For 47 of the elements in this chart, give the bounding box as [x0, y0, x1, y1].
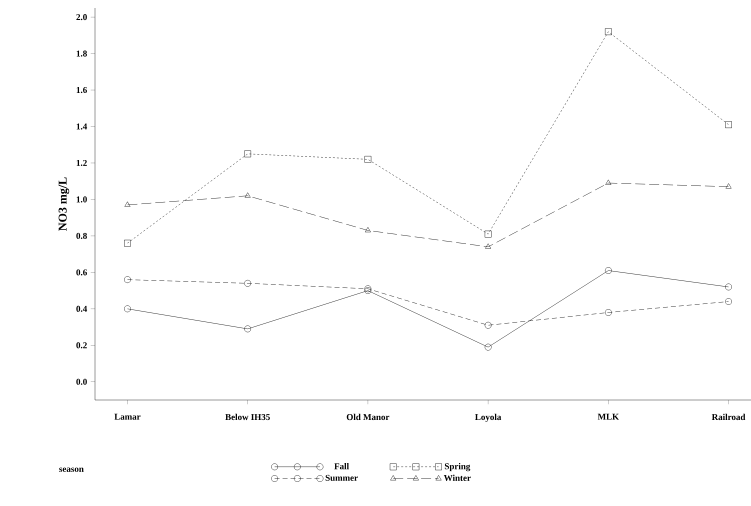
- point: [364, 285, 372, 292]
- x-tick-label: MLK: [598, 414, 619, 420]
- y-tick-label: 1.0: [76, 196, 87, 202]
- point: [244, 326, 252, 332]
- y-tick-label: 1.8: [76, 50, 87, 57]
- x-tick-label: Loyola: [475, 414, 502, 422]
- y-tick-label: 0.8: [76, 232, 87, 239]
- legend-title: season: [59, 468, 84, 472]
- y-tick-label: 0.0: [76, 378, 87, 385]
- x-tick-label: Below IH35: [225, 414, 270, 420]
- legend-label: Summer: [326, 474, 358, 481]
- point: [725, 298, 732, 305]
- point: [244, 192, 251, 198]
- point: [484, 230, 492, 238]
- x-tick-label: Lamar: [114, 414, 140, 420]
- point: [124, 276, 131, 284]
- point: [725, 121, 732, 128]
- y-tick-label: 0.6: [76, 269, 87, 276]
- point: [124, 240, 131, 247]
- point: [725, 284, 732, 290]
- legend-label: Fall: [334, 462, 349, 470]
- legend-label: Spring: [444, 462, 470, 472]
- point: [605, 180, 612, 185]
- y-tick-label: 0.4: [76, 306, 88, 312]
- x-tick-label: Railroad: [712, 414, 746, 420]
- point: [364, 287, 372, 294]
- legend-label: Winter: [444, 474, 471, 482]
- point: [244, 280, 252, 287]
- point: [604, 28, 612, 36]
- point: [124, 202, 130, 207]
- point: [484, 322, 492, 329]
- point: [364, 156, 372, 163]
- point: [604, 267, 612, 274]
- point: [364, 227, 371, 232]
- point: [604, 309, 612, 316]
- x-tick-label: Old Manor: [346, 414, 390, 420]
- y-tick-label: 1.6: [76, 87, 87, 94]
- y-tick-label: 2.0: [76, 14, 87, 20]
- point: [485, 243, 492, 249]
- y-axis-title: NO3 mg/L: [58, 177, 70, 231]
- y-tick-label: 1.4: [76, 123, 88, 130]
- point: [124, 305, 131, 312]
- point: [244, 150, 252, 158]
- point: [726, 183, 732, 188]
- y-tick-label: 0.2: [76, 342, 87, 348]
- y-tick-label: 1.2: [76, 160, 87, 166]
- point: [484, 344, 492, 351]
